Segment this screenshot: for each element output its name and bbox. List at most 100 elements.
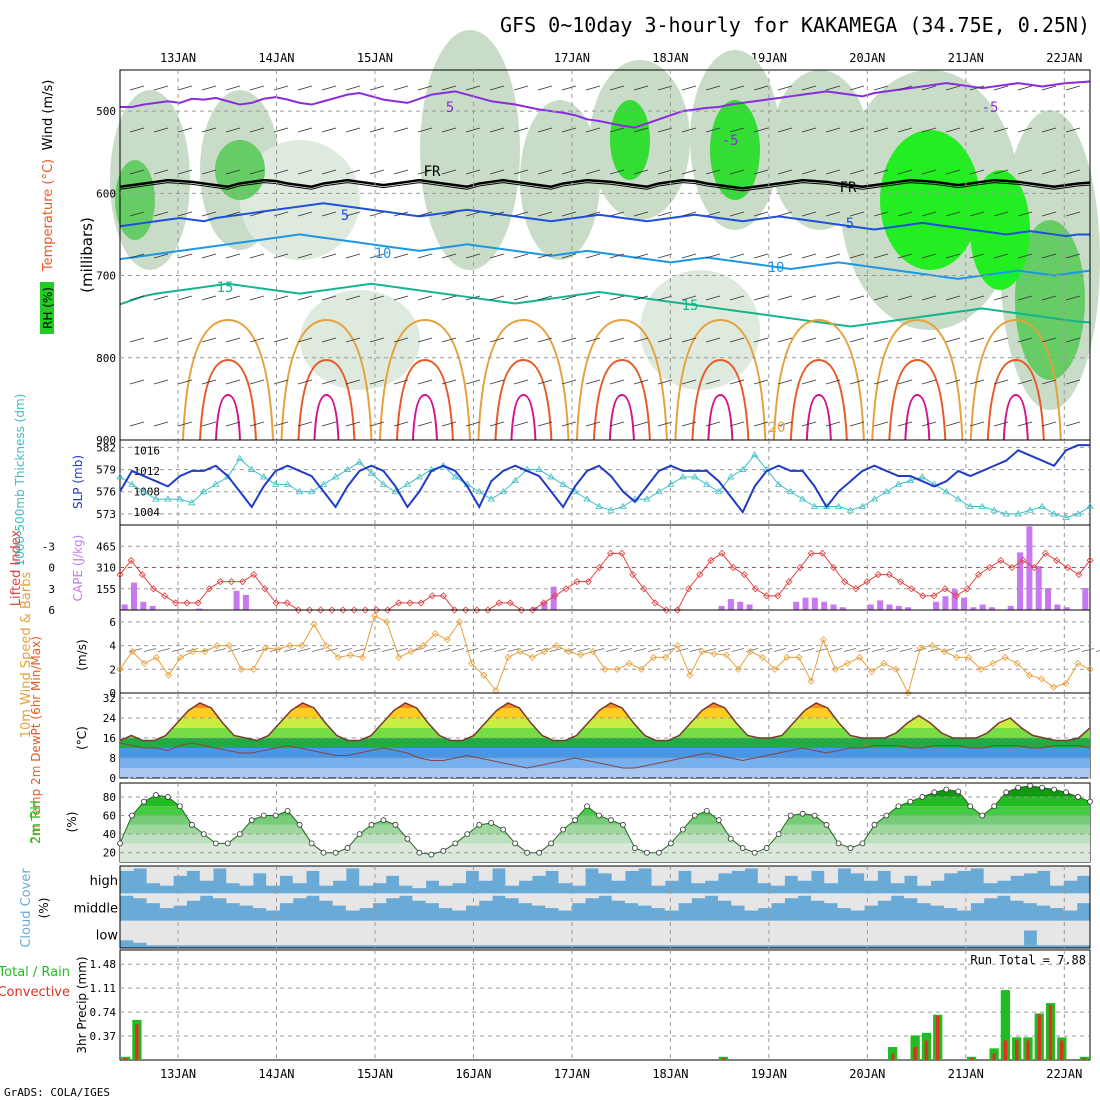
temp-band xyxy=(120,758,1090,768)
cloud-gap-middle xyxy=(359,893,373,909)
data-point xyxy=(1003,789,1010,796)
cloud-gap-high xyxy=(213,866,227,869)
rh-band xyxy=(120,824,1090,835)
cape-bar xyxy=(877,600,884,610)
cloud-gap-middle xyxy=(611,893,626,901)
wind-barb xyxy=(1041,295,1057,301)
wind-barb xyxy=(201,127,217,133)
precip-convective-bar xyxy=(1060,1040,1064,1060)
precip-legend-label: Total / Rain Convective xyxy=(0,965,70,1000)
contour-25 xyxy=(592,358,651,441)
cloud-gap-low xyxy=(186,920,201,946)
y-axis-label-rh-units: (%) xyxy=(65,812,79,833)
wind-barb xyxy=(1041,169,1057,175)
cloud-gap-low xyxy=(771,920,785,946)
cloud-gap-middle xyxy=(771,893,785,904)
wind-barb xyxy=(561,379,577,385)
data-point xyxy=(691,473,699,480)
data-point xyxy=(260,812,267,819)
data-point xyxy=(551,592,559,600)
cloud-gap-middle xyxy=(306,893,320,896)
cape-bar xyxy=(242,594,249,610)
temp-band xyxy=(120,708,1090,718)
cape-bar xyxy=(727,599,734,610)
data-point xyxy=(643,495,651,502)
contour-label: 20 xyxy=(769,420,786,436)
data-point xyxy=(371,612,379,620)
cloud-gap-high xyxy=(704,866,719,881)
data-point xyxy=(965,653,973,661)
cloud-gap-middle xyxy=(399,893,413,896)
data-point xyxy=(974,571,983,579)
contour-25 xyxy=(297,358,356,441)
cloud-gap-low xyxy=(1010,920,1025,946)
wind-barb-10m xyxy=(801,648,815,652)
wind-barb xyxy=(129,337,145,343)
data-point xyxy=(528,606,537,614)
contour-30 xyxy=(707,393,734,441)
data-point xyxy=(475,487,483,495)
cloud-gap-low xyxy=(890,920,905,946)
data-point xyxy=(511,476,519,484)
wind-barb xyxy=(729,127,745,133)
y-tick-label: 60 xyxy=(103,810,116,823)
li-series xyxy=(116,549,1094,614)
data-point xyxy=(629,571,637,579)
cloud-gap-high xyxy=(199,866,214,881)
wind-barb xyxy=(873,169,889,175)
cape-bar xyxy=(1007,605,1014,610)
data-point xyxy=(571,487,579,495)
data-point xyxy=(395,599,403,607)
wind-barb xyxy=(201,379,217,385)
data-point xyxy=(908,585,916,593)
wind-barb xyxy=(657,379,673,385)
data-point xyxy=(596,812,602,819)
wind-barb xyxy=(1041,211,1057,217)
wind-barb xyxy=(321,253,337,259)
wind-barb xyxy=(177,295,193,301)
cloud-gap-high xyxy=(252,866,267,874)
data-point xyxy=(506,599,514,607)
data-point xyxy=(200,487,208,495)
cloud-gap-high xyxy=(438,866,453,886)
wind-barb xyxy=(561,127,577,133)
wind-barb xyxy=(489,169,505,175)
data-point xyxy=(928,642,936,650)
cloud-gap-low xyxy=(1063,920,1078,946)
data-point xyxy=(406,599,414,607)
cloud-gap-low xyxy=(133,920,148,943)
wind-barb xyxy=(1065,379,1081,385)
cloud-gap-middle xyxy=(996,893,1011,896)
cloud-gap-high xyxy=(452,866,466,884)
cloud-gap-low xyxy=(478,920,493,946)
cloud-gap-high xyxy=(492,866,506,869)
cloud-gap-high xyxy=(864,866,878,881)
data-point xyxy=(480,671,488,679)
y-axis-label-wind10m: 10m Wind Speed & Barbs xyxy=(19,572,34,739)
data-point xyxy=(274,645,282,653)
wind-barb-10m xyxy=(829,648,843,652)
data-point xyxy=(1001,653,1009,661)
wind-barb xyxy=(249,127,265,133)
wind-barb xyxy=(609,421,625,427)
wind-barb xyxy=(921,211,937,217)
cloud-gap-low xyxy=(545,920,559,946)
data-point xyxy=(715,487,723,495)
cloud-gap-high xyxy=(930,866,945,881)
wind-barb xyxy=(1017,127,1033,133)
y-tick-label: 24 xyxy=(103,712,117,725)
precip-legend-convective: Convective xyxy=(0,985,70,1000)
wind-barb xyxy=(657,211,673,217)
y-tick-label: 500 xyxy=(96,105,116,118)
cloud-gap-middle xyxy=(345,893,360,911)
wind-barb xyxy=(225,127,241,133)
y-axis-label-precip: 3hr Precip (mm) xyxy=(75,956,89,1053)
data-point xyxy=(710,650,718,658)
data-point xyxy=(212,840,219,847)
wind-barb xyxy=(513,85,529,91)
contour-30 xyxy=(904,393,931,441)
cloud-gap-low xyxy=(917,920,932,946)
cloud-gap-middle xyxy=(744,893,759,911)
wind-barb xyxy=(417,211,433,217)
wind-barb xyxy=(1017,379,1033,385)
